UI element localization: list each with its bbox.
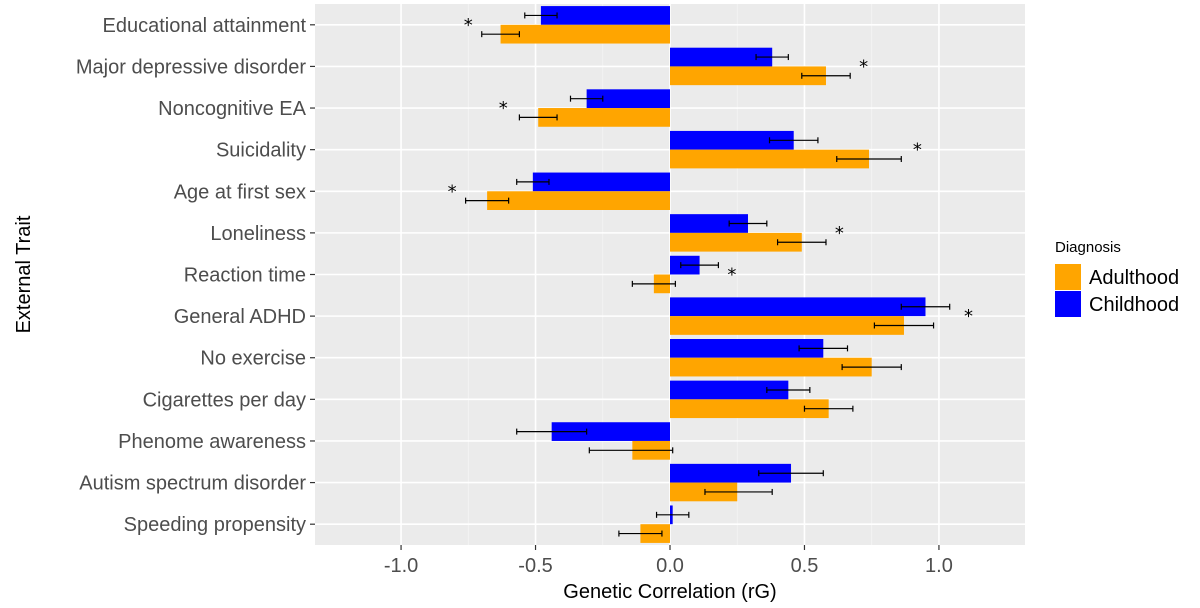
bar-childhood — [586, 89, 670, 109]
bar-childhood — [670, 214, 748, 233]
significance-star: * — [859, 56, 868, 77]
legend-label-childhood: Childhood — [1089, 294, 1179, 316]
y-axis-title: External Trait — [13, 215, 35, 333]
legend-label-adulthood: Adulthood — [1089, 267, 1179, 289]
y-tick-label: Phenome awareness — [118, 431, 306, 453]
bar-adulthood — [670, 149, 870, 169]
y-tick-label: Reaction time — [184, 265, 306, 287]
bar-childhood — [670, 339, 824, 358]
y-tick-label: No exercise — [200, 348, 306, 370]
bar-childhood — [670, 47, 773, 67]
y-tick-label: Major depressive disorder — [76, 56, 306, 78]
significance-star: * — [727, 265, 736, 286]
x-tick-label: -1.0 — [384, 555, 418, 577]
y-tick-label: General ADHD — [174, 306, 306, 328]
significance-star: * — [448, 181, 457, 202]
bar-childhood — [670, 380, 789, 400]
bar-adulthood — [670, 357, 872, 377]
significance-star: * — [464, 15, 473, 36]
legend-title: Diagnosis — [1055, 239, 1121, 256]
bar-adulthood — [670, 399, 829, 419]
y-tick-label: Speeding propensity — [124, 514, 306, 536]
legend-key-childhood — [1055, 291, 1081, 317]
x-tick-label: -0.5 — [518, 555, 552, 577]
bar-adulthood — [538, 108, 670, 127]
significance-star: * — [499, 98, 508, 119]
bar-adulthood — [500, 24, 670, 44]
y-tick-label: Loneliness — [210, 223, 306, 245]
bar-childhood — [540, 6, 670, 25]
x-tick-label: 0.0 — [656, 555, 684, 577]
y-tick-label: Educational attainment — [103, 15, 307, 37]
bar-adulthood — [670, 232, 802, 252]
bar-adulthood — [670, 482, 738, 502]
legend-key-adulthood — [1055, 264, 1081, 290]
y-tick-label: Autism spectrum disorder — [79, 473, 306, 495]
y-tick-label: Noncognitive EA — [158, 98, 307, 120]
significance-star: * — [835, 223, 844, 244]
bar-adulthood — [487, 191, 670, 210]
significance-star: * — [913, 140, 922, 161]
bar-childhood — [670, 297, 926, 317]
bar-adulthood — [670, 66, 826, 86]
y-tick-label: Suicidality — [216, 140, 306, 162]
x-axis-title: Genetic Correlation (rG) — [563, 581, 776, 603]
bar-childhood — [551, 422, 670, 441]
bar-childhood — [670, 130, 794, 150]
bar-childhood — [532, 172, 670, 192]
y-tick-label: Cigarettes per day — [143, 389, 306, 411]
y-tick-label: Age at first sex — [174, 181, 306, 203]
x-tick-label: 1.0 — [925, 555, 953, 577]
bar-adulthood — [670, 316, 904, 335]
significance-star: * — [964, 306, 973, 327]
bar-childhood — [670, 463, 792, 483]
x-tick-label: 0.5 — [791, 555, 819, 577]
